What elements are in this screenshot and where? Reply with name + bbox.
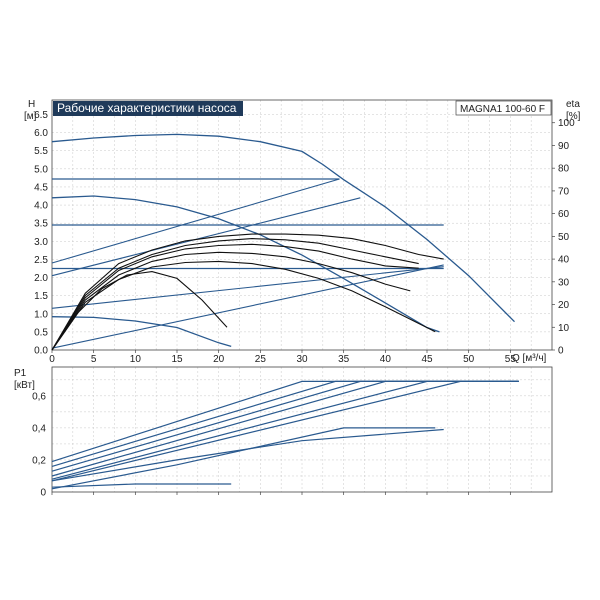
- x-axis-label: Q [м³/ч]: [512, 353, 547, 364]
- y2-tick-label-eta: 80: [558, 164, 570, 175]
- x-tick-label: 45: [421, 354, 433, 365]
- efficiency-curve: [51, 271, 228, 351]
- x-tick-label: 20: [213, 354, 225, 365]
- power-curve: [51, 428, 444, 482]
- x-tick-label: 40: [380, 354, 392, 365]
- y-tick-label-power: 0,2: [32, 455, 46, 466]
- y-tick-label-head: 0.0: [34, 346, 48, 357]
- system-curve: [51, 266, 444, 309]
- y2-tick-label-eta: 100: [558, 118, 575, 129]
- y-tick-label-head: 5.0: [34, 164, 48, 175]
- y-tick-label-power: 0,4: [32, 423, 46, 434]
- x-tick-label: 50: [463, 354, 475, 365]
- head-curve: [51, 133, 515, 323]
- y-tick-label-head: 4.5: [34, 182, 48, 193]
- y-tick-label-head: 1.0: [34, 309, 48, 320]
- efficiency-curve: [51, 233, 444, 351]
- y-tick-label-head: 5.5: [34, 146, 48, 157]
- y-axis-label-power: P1: [14, 368, 27, 379]
- y-tick-label-head: 3.5: [34, 219, 48, 230]
- chart-title: Рабочие характеристики насоса: [57, 101, 237, 115]
- y-tick-label-head: 6.5: [34, 110, 48, 121]
- efficiency-curve: [51, 243, 419, 351]
- model-label: MAGNA1 100-60 F: [460, 104, 545, 115]
- x-tick-label: 25: [255, 354, 267, 365]
- y2-tick-label-eta: 70: [558, 186, 570, 197]
- y2-tick-label-eta: 20: [558, 300, 570, 311]
- x-tick-label: 15: [171, 354, 183, 365]
- y-tick-label-head: 2.0: [34, 273, 48, 284]
- x-tick-label: 35: [338, 354, 350, 365]
- power-chart-ticks: 0 0,2 0,4 0,6: [32, 391, 511, 499]
- y-tick-label-head: 3.0: [34, 237, 48, 248]
- x-tick-label: 5: [91, 354, 97, 365]
- model-box: [455, 100, 552, 116]
- y2-tick-label-eta: 30: [558, 277, 570, 288]
- head-curve: [51, 316, 232, 348]
- y-axis-unit-power: [кВт]: [14, 380, 35, 391]
- y2-axis-label-eta: eta: [566, 99, 580, 110]
- power-curve: [51, 380, 519, 482]
- x-tick-label: 30: [296, 354, 308, 365]
- power-curve: [51, 483, 232, 488]
- y2-tick-label-eta: 40: [558, 255, 570, 266]
- y-tick-label-power: 0,6: [32, 391, 46, 402]
- head-chart-series: [51, 133, 515, 351]
- x-tick-label: 0: [49, 354, 55, 365]
- system-curve: [51, 197, 361, 277]
- y-tick-label-head: 6.0: [34, 128, 48, 139]
- y2-tick-label-eta: 0: [558, 346, 564, 357]
- y-axis-label-head: H: [28, 99, 35, 110]
- x-tick-label: 10: [130, 354, 142, 365]
- x-tick-label: 55: [505, 354, 517, 365]
- power-chart-frame: [51, 366, 553, 493]
- head-chart-ticks: 0 5 10 15 20 25 30 35 40 45 50 55 0.0 0.5 1.0 1.5 2.0 2.5…: [34, 110, 575, 365]
- system-curve: [51, 264, 444, 349]
- title-background: [53, 101, 243, 116]
- y-tick-label-head: 4.0: [34, 201, 48, 212]
- y2-tick-label-eta: 60: [558, 209, 570, 220]
- power-chart-series: [51, 380, 519, 490]
- y-tick-label-head: 2.5: [34, 255, 48, 266]
- efficiency-curve: [51, 251, 411, 351]
- y-tick-label-head: 1.5: [34, 291, 48, 302]
- y2-tick-label-eta: 90: [558, 141, 570, 152]
- power-curve: [51, 380, 519, 463]
- efficiency-curve: [51, 238, 419, 351]
- y-tick-label-head: 0.5: [34, 327, 48, 338]
- y-tick-label-power: 0: [40, 488, 46, 499]
- y2-axis-unit-eta: [%]: [566, 111, 581, 122]
- system-curve: [51, 178, 340, 264]
- head-curve: [51, 195, 440, 333]
- power-curve: [51, 427, 436, 490]
- power-chart-grid: [52, 367, 552, 492]
- y2-tick-label-eta: 10: [558, 323, 570, 334]
- power-curve: [51, 380, 519, 472]
- power-curve: [51, 380, 519, 477]
- y-axis-unit-head: [м]: [24, 111, 37, 122]
- y2-tick-label-eta: 50: [558, 232, 570, 243]
- efficiency-curve: [51, 260, 436, 351]
